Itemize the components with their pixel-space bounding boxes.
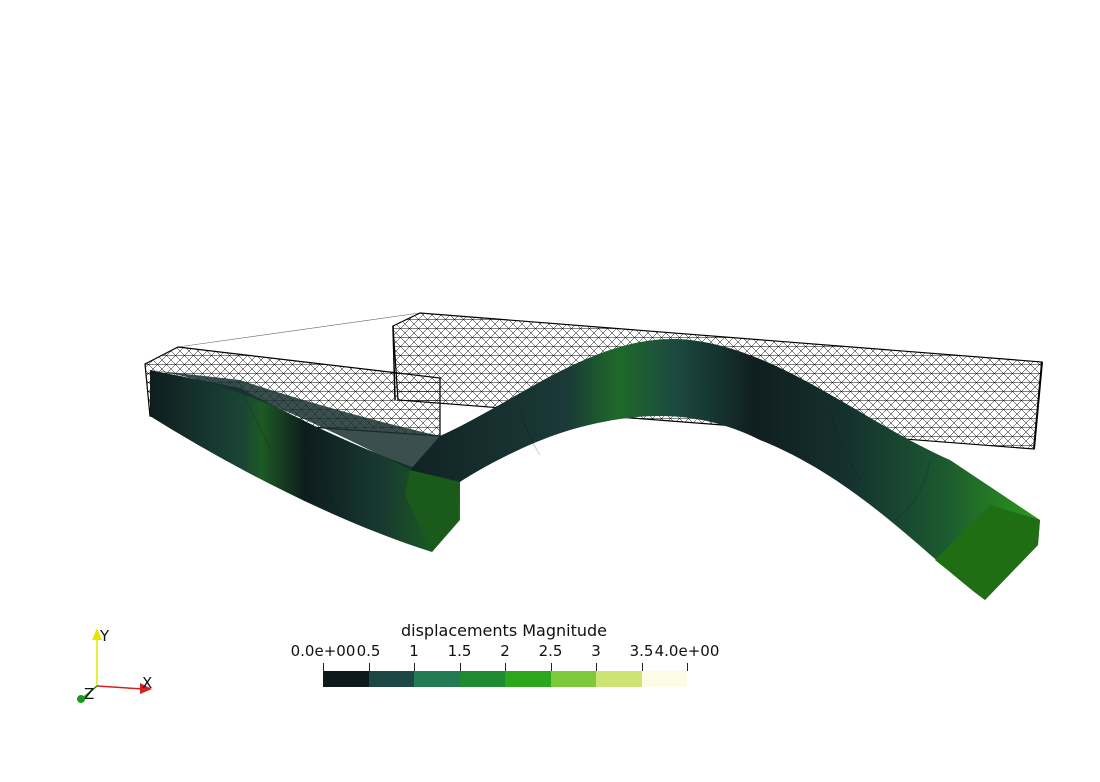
scalar-bar-tick-mark [368,663,370,671]
scalar-bar-swatch [414,671,460,687]
scalar-bar-tick-mark [414,663,415,671]
scalar-bar-tick-mark [550,663,552,671]
z-axis-arrow-icon [77,695,85,703]
x-axis-label: X [142,674,153,692]
scalar-bar-swatch [505,671,551,687]
scalar-bar-tick-mark [505,663,506,671]
scalar-bar-tick-label: 1.5 [447,642,472,660]
scalar-bar-tick-label: 1 [409,642,419,660]
z-axis-line [83,685,98,698]
x-axis-arrow-icon [140,683,152,694]
y-axis-label: Y [100,627,110,645]
scalar-bar-tick-label: 4.0e+00 [654,642,720,660]
scalar-bar-tick-label: 0.0e+00 [290,642,356,660]
scalar-bar-color-ramp [323,671,687,687]
scalar-bar-title: displacements Magnitude [400,621,607,640]
z-axis-label: Z [84,685,95,703]
deformed-beam-surface [150,339,1040,600]
scalar-bar-tick-label: 2.5 [538,642,563,660]
scalar-bar-swatch [641,671,687,687]
x-axis-line [96,685,144,690]
scalar-bar-tick-label: 3.5 [629,642,654,660]
scalar-bar-tick-mark [687,663,688,671]
scalar-bar-tick-mark [641,663,643,671]
y-axis-arrow-icon [92,628,102,640]
scalar-bar-tick-label: 2 [500,642,510,660]
scalar-bar-tick-label: 0.5 [356,642,381,660]
scalar-bar-tick-label: 3 [591,642,601,660]
scalar-bar-tick-mark [323,663,324,671]
scalar-bar-swatch [459,671,505,687]
scalar-bar-swatch [323,671,369,687]
beam-left-top [150,370,460,482]
beam-left-segment [150,370,460,552]
beam-arch-segment [410,339,1040,600]
scalar-bar-tick-mark [596,663,597,671]
scalar-bar-swatch [368,671,414,687]
scalar-bar-tick-mark [459,663,461,671]
scalar-bar-swatch [596,671,642,687]
scalar-bar-swatch [550,671,596,687]
orientation-axes-widget [77,628,152,703]
beam-end-face [935,505,1040,600]
beam-left-end-face [405,470,460,552]
